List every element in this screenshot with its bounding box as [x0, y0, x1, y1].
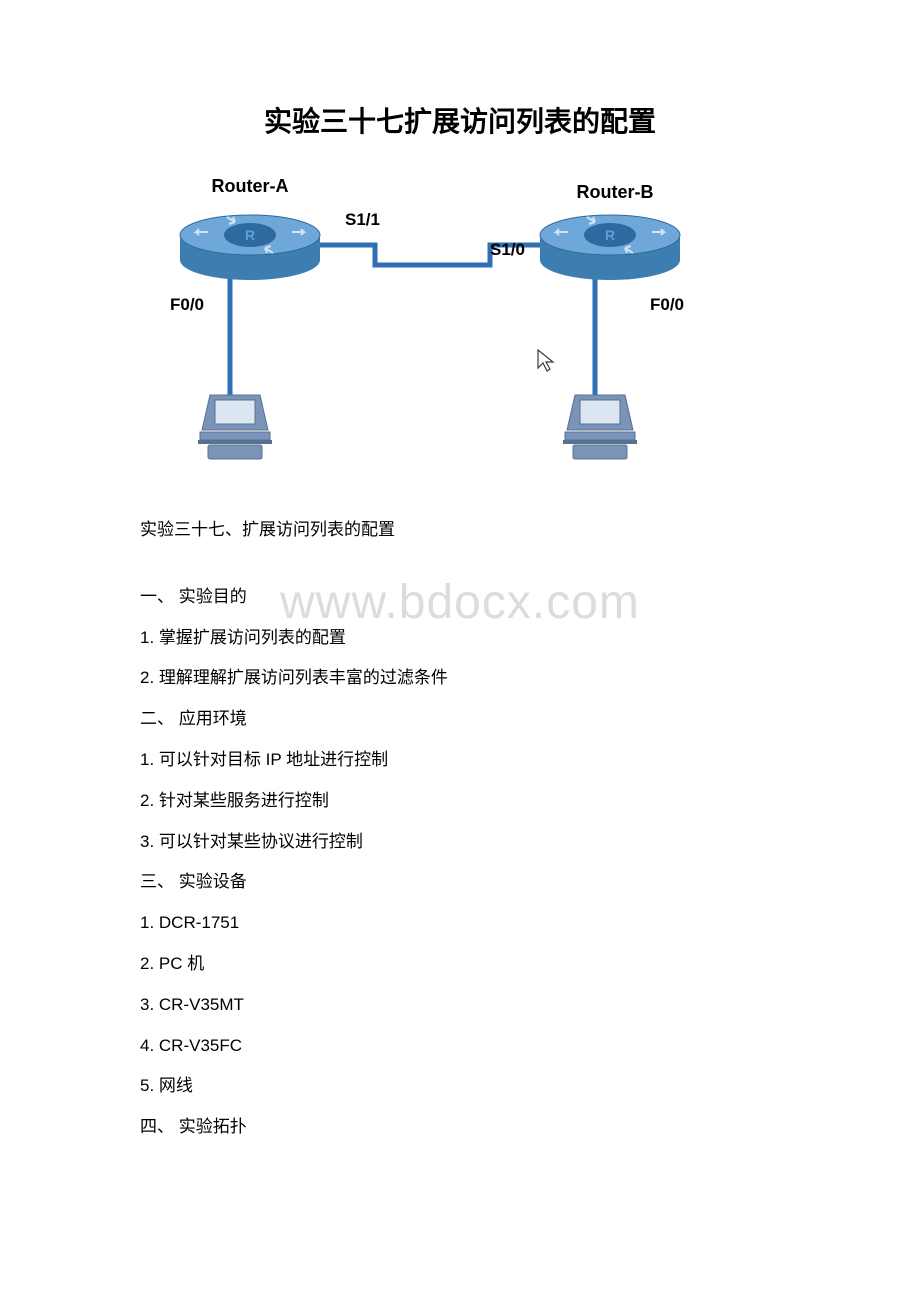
label-router-b: Router-B — [577, 182, 654, 202]
section-heading: 四、 实验拓扑 — [140, 1107, 780, 1148]
svg-text:R: R — [605, 227, 615, 243]
list-item: 4. CR-V35FC — [140, 1026, 780, 1067]
serial-cable — [290, 245, 580, 265]
pc-a — [198, 395, 272, 459]
list-item: 2. 理解理解扩展访问列表丰富的过滤条件 — [140, 658, 780, 699]
topology-diagram: R R — [160, 170, 720, 470]
page-title: 实验三十七扩展访问列表的配置 — [140, 100, 780, 140]
subtitle: 实验三十七、扩展访问列表的配置 — [140, 510, 780, 551]
label-f00-b: F0/0 — [650, 295, 684, 314]
section-heading: 一、 实验目的 — [140, 577, 780, 618]
list-item: 2. 针对某些服务进行控制 — [140, 781, 780, 822]
label-s10: S1/0 — [490, 240, 525, 259]
list-item: 2. PC 机 — [140, 944, 780, 985]
list-item: 3. CR-V35MT — [140, 985, 780, 1026]
list-item: 5. 网线 — [140, 1066, 780, 1107]
section-heading: 二、 应用环境 — [140, 699, 780, 740]
svg-text:R: R — [245, 227, 255, 243]
section-heading: 三、 实验设备 — [140, 862, 780, 903]
pc-b — [563, 395, 637, 459]
list-item: 3. 可以针对某些协议进行控制 — [140, 822, 780, 863]
label-s11: S1/1 — [345, 210, 380, 229]
router-a: R — [180, 215, 320, 280]
router-b: R — [540, 215, 680, 280]
list-item: 1. 掌握扩展访问列表的配置 — [140, 618, 780, 659]
label-f00-a: F0/0 — [170, 295, 204, 314]
cursor-icon — [538, 350, 553, 371]
label-router-a: Router-A — [212, 176, 289, 196]
list-item: 1. 可以针对目标 IP 地址进行控制 — [140, 740, 780, 781]
list-item: 1. DCR-1751 — [140, 903, 780, 944]
document-body: 实验三十七、扩展访问列表的配置 一、 实验目的 1. 掌握扩展访问列表的配置 2… — [140, 510, 780, 1148]
